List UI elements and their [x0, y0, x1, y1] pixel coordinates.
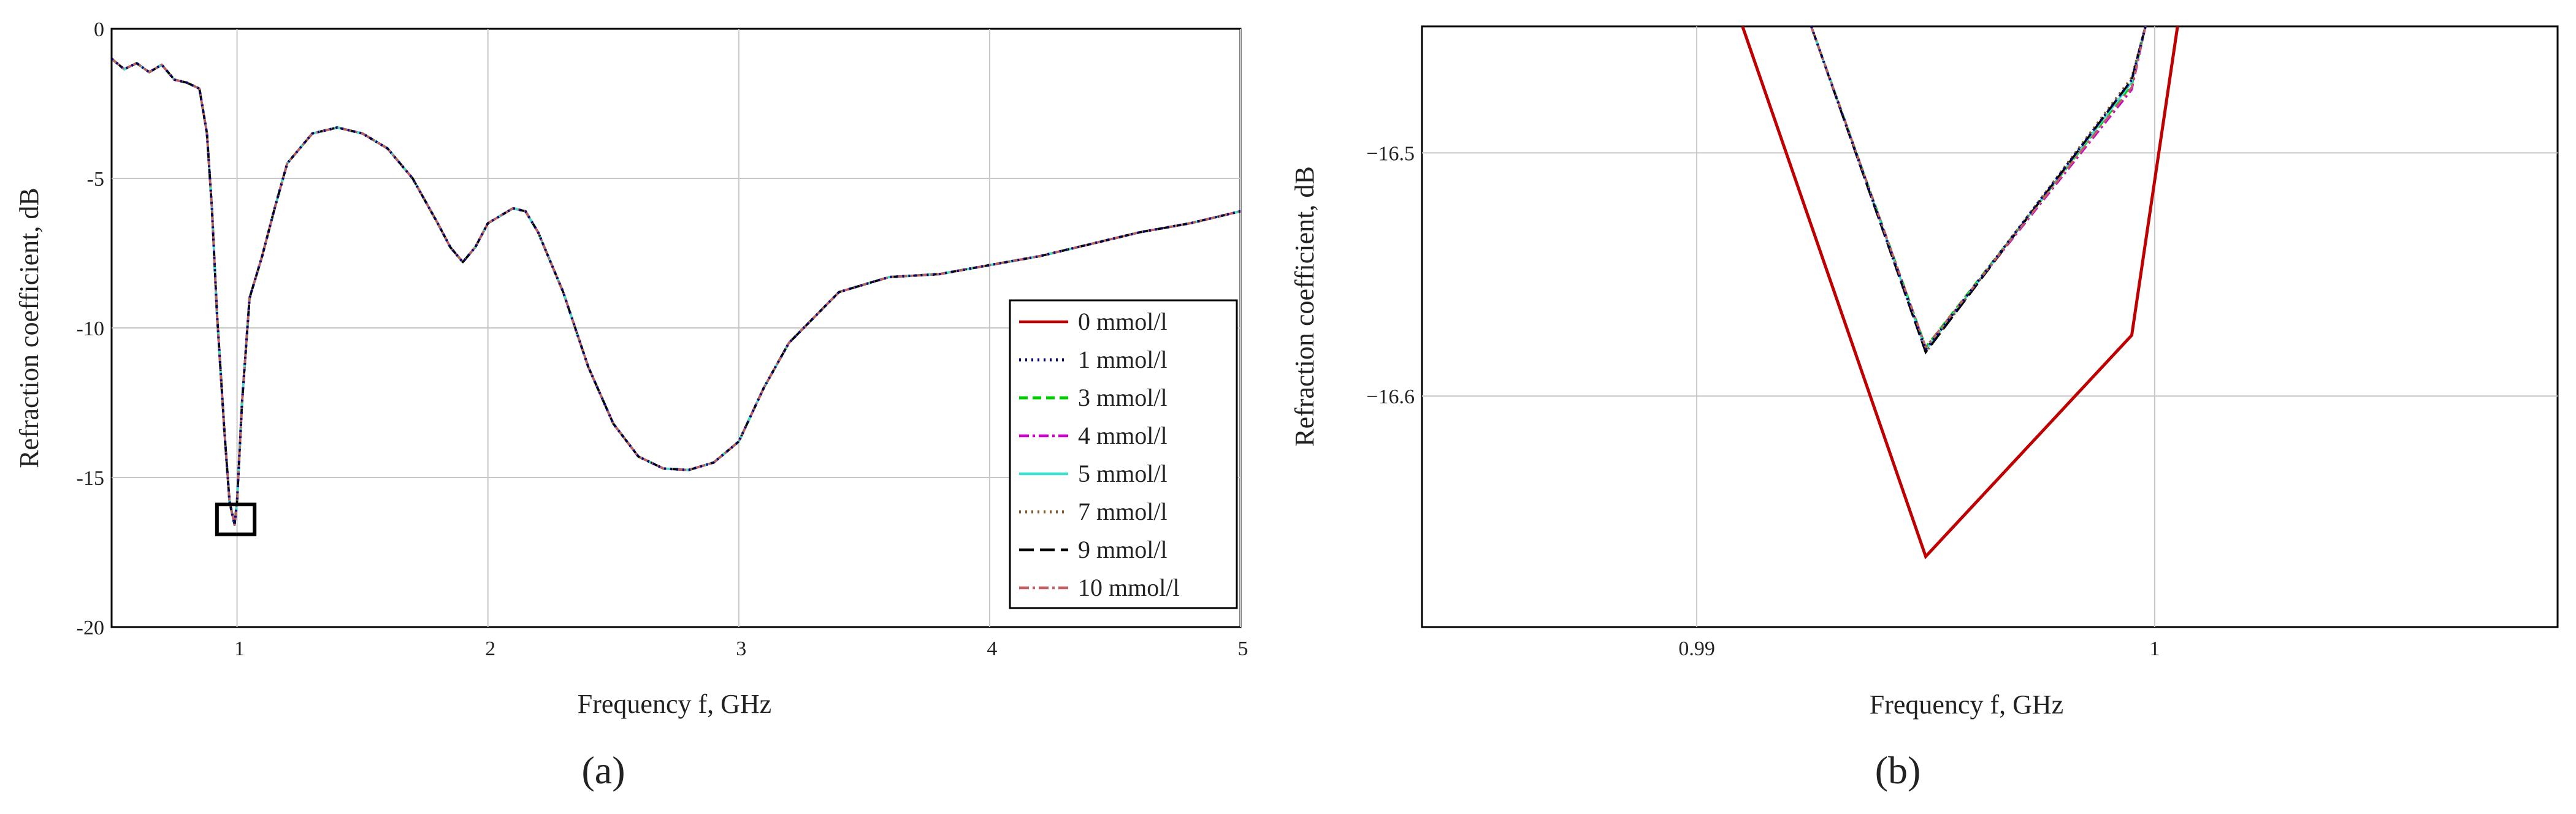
panel-a-y-tick-label: -20	[77, 617, 104, 639]
legend-box	[1009, 299, 1238, 609]
panel-b-y-axis-label: Refraction coefficient, dB	[1290, 166, 1320, 446]
panel-a-ticks: 1 2 3 4 5 0 -5 -10 -15 -20	[77, 18, 1248, 660]
panel-b-x-tick-label: 0.99	[1678, 637, 1715, 660]
panel-b-ticks: 0.99 1 −16.5 −16.6	[1366, 142, 2160, 660]
panel-b-plot-area	[1421, 25, 2559, 628]
panel-a-y-tick-label: 0	[94, 18, 104, 41]
panel-a-label: (a)	[581, 748, 625, 792]
panel-a-x-tick-label: 1	[234, 637, 245, 660]
panel-b-y-tick-label: −16.5	[1366, 142, 1415, 165]
legend-item: 3 mmol/l	[1019, 384, 1168, 411]
panel-a-x-tick-label: 5	[1238, 637, 1248, 660]
panel-a-y-tick-label: -5	[87, 168, 104, 191]
panel-b: 0.99 1 −16.5 −16.6 Frequency f, GHz Refract…	[1290, 25, 2559, 792]
panel-b-grid	[1422, 26, 2558, 627]
legend-label: 3 mmol/l	[1078, 384, 1168, 411]
panel-b-curves	[1741, 26, 2179, 560]
legend-label: 4 mmol/l	[1078, 422, 1168, 449]
legend-item: 0 mmol/l	[1019, 308, 1168, 335]
panel-a-x-tick-label: 2	[485, 637, 495, 660]
legend-item: 9 mmol/l	[1019, 536, 1168, 563]
panel-a-series-line	[112, 58, 1240, 527]
panel-b-y-tick-label: −16.6	[1366, 386, 1415, 408]
panel-a-y-tick-label: -10	[77, 318, 104, 340]
legend-item: 7 mmol/l	[1019, 498, 1168, 525]
panel-b-x-tick-label: 1	[2149, 637, 2160, 660]
panel-a-y-axis-label: Refraction coefficient, dB	[14, 188, 44, 468]
panel-a-x-tick-label: 3	[736, 637, 746, 660]
legend-item: 10 mmol/l	[1019, 574, 1180, 601]
legend-item: 4 mmol/l	[1019, 422, 1168, 449]
legend-label: 1 mmol/l	[1078, 346, 1168, 373]
panel-a-curves	[112, 58, 1240, 527]
panel-a-legend: 0 mmol/l 1 mmol/l 3 mmol/l 4 mmol/l 5 mmol/l…	[1009, 299, 1238, 609]
panel-b-x-axis-label: Frequency f, GHz	[1870, 690, 2063, 720]
panel-a-x-tick-label: 4	[987, 637, 997, 660]
legend-label: 5 mmol/l	[1078, 460, 1168, 487]
legend-item: 1 mmol/l	[1019, 346, 1168, 373]
legend-label: 0 mmol/l	[1078, 308, 1168, 335]
legend-label: 9 mmol/l	[1078, 536, 1168, 563]
panel-a-y-tick-label: -15	[77, 467, 104, 490]
panel-b-series-line	[1741, 26, 2179, 560]
legend-item: 5 mmol/l	[1019, 460, 1168, 487]
panel-a: 1 2 3 4 5 0 -5 -10 -15 -20 Frequency f, GHz Refra…	[14, 18, 1248, 792]
legend-label: 10 mmol/l	[1078, 574, 1180, 601]
panel-a-series-line	[112, 58, 1240, 526]
panel-b-label: (b)	[1875, 748, 1921, 792]
legend-label: 7 mmol/l	[1078, 498, 1168, 525]
panel-a-highlight-box	[215, 502, 257, 536]
panel-a-x-axis-label: Frequency f, GHz	[578, 689, 771, 719]
